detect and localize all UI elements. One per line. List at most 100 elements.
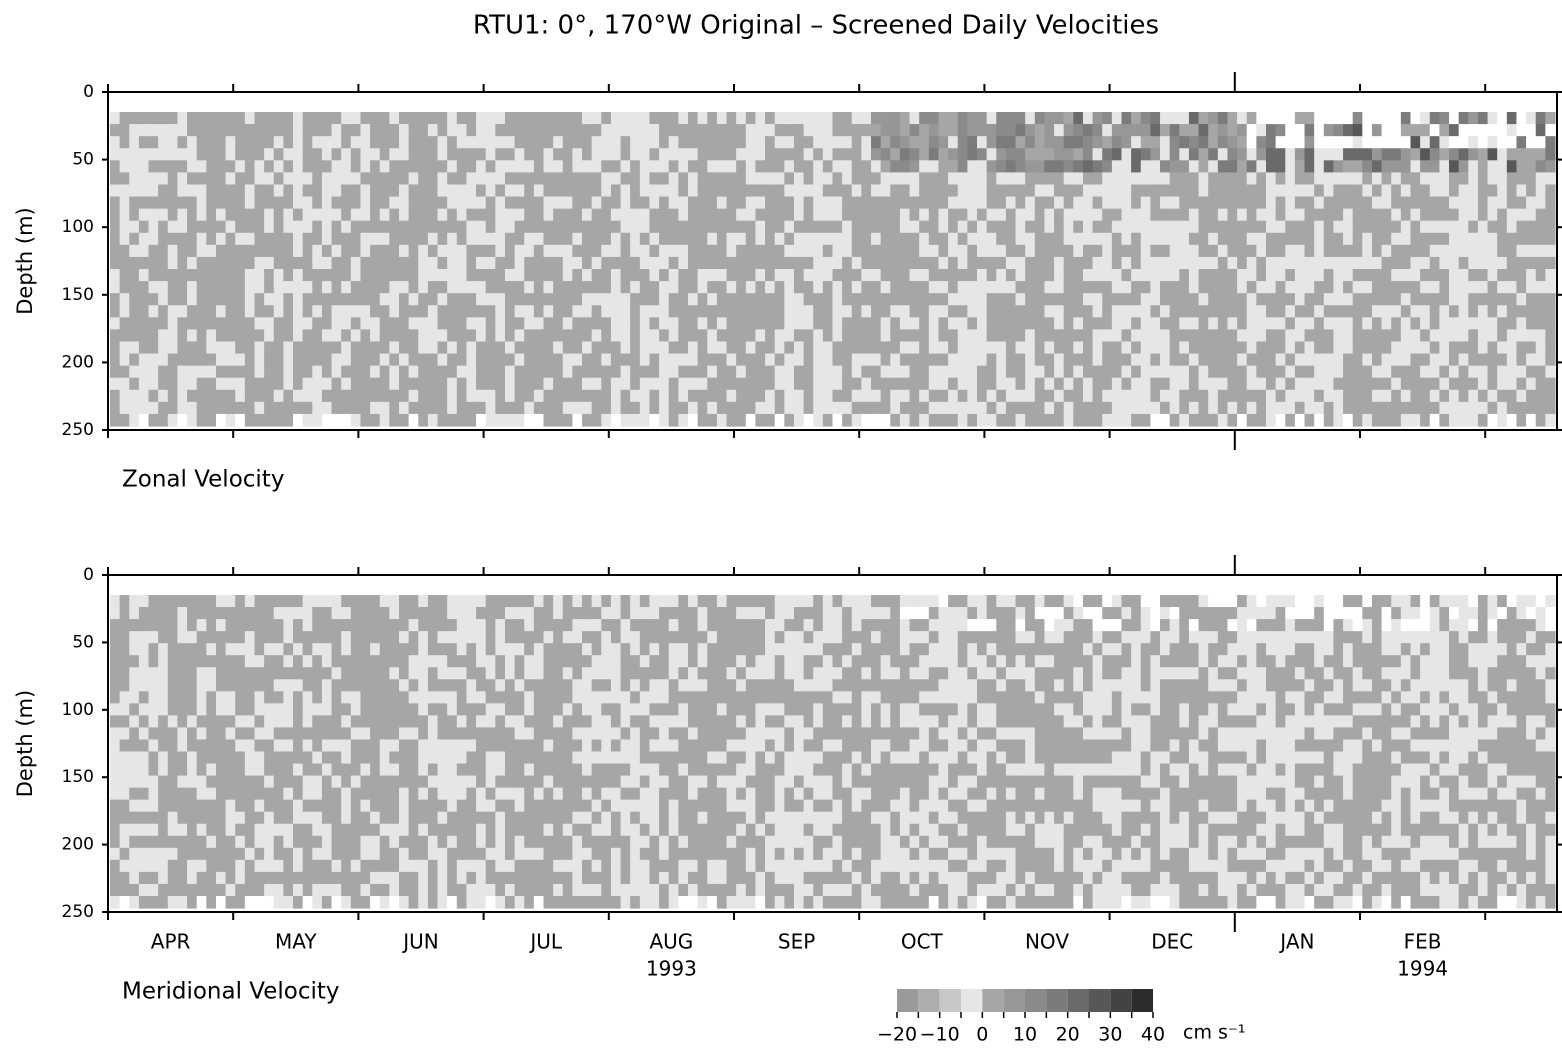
contour-cell: [495, 196, 506, 210]
contour-cell: [1246, 244, 1257, 258]
contour-cell: [620, 401, 631, 415]
contour-cell: [408, 148, 419, 161]
contour-cell: [1092, 148, 1103, 161]
contour-cell: [1468, 160, 1479, 173]
contour-cell: [1497, 377, 1508, 391]
contour-cell: [543, 353, 554, 367]
contour-cell: [1044, 208, 1055, 222]
contour-cell: [697, 184, 708, 198]
contour-cell: [1285, 136, 1296, 149]
contour-cell: [610, 232, 622, 246]
contour-cell: [1381, 401, 1392, 415]
contour-cell: [591, 317, 602, 330]
contour-cell: [312, 847, 323, 861]
contour-cell: [630, 136, 641, 149]
contour-cell: [707, 124, 718, 137]
contour-cell: [408, 172, 419, 186]
contour-cell: [206, 763, 217, 777]
contour-cell: [254, 208, 265, 222]
contour-cell: [986, 281, 997, 294]
contour-cell: [1005, 196, 1017, 210]
contour-cell: [1487, 196, 1498, 210]
contour-cell: [649, 184, 660, 198]
contour-cell: [1468, 172, 1479, 186]
contour-cell: [928, 172, 940, 186]
contour-cell: [678, 136, 689, 149]
contour-cell: [1400, 305, 1412, 318]
contour-cell: [620, 256, 631, 270]
contour-cell: [1266, 232, 1277, 246]
contour-cell: [832, 160, 843, 173]
contour-cell: [350, 377, 362, 391]
contour-cell: [360, 365, 371, 379]
contour-cell: [187, 365, 198, 379]
contour-cell: [948, 293, 959, 306]
contour-cell: [158, 655, 169, 668]
contour-cell: [1468, 281, 1479, 294]
contour-cell: [119, 124, 130, 137]
contour-cell: [447, 703, 458, 716]
contour-cell: [331, 859, 342, 873]
contour-cell: [793, 160, 805, 173]
contour-cell: [399, 305, 410, 318]
contour-cell: [119, 775, 130, 789]
contour-cell: [1526, 148, 1537, 161]
contour-cell: [225, 835, 236, 849]
contour-cell: [1188, 124, 1200, 137]
contour-cell: [1102, 413, 1113, 427]
contour-cell: [466, 643, 477, 656]
contour-cell: [273, 220, 284, 234]
contour-cell: [138, 172, 150, 186]
contour-cell: [1477, 256, 1489, 270]
contour-cell: [1063, 124, 1074, 137]
contour-cell: [842, 220, 853, 234]
contour-cell: [360, 196, 371, 210]
contour-cell: [331, 883, 342, 897]
contour-cell: [1420, 136, 1431, 149]
contour-cell: [350, 799, 362, 813]
contour-cell: [408, 787, 419, 801]
contour-cell: [996, 232, 1007, 246]
contour-cell: [167, 329, 179, 343]
contour-cell: [1323, 389, 1335, 403]
contour-cell: [813, 293, 824, 306]
contour-cell: [360, 835, 371, 849]
contour-cell: [582, 413, 593, 427]
contour-cell: [187, 823, 198, 837]
contour-cell: [736, 184, 747, 198]
contour-cell: [514, 136, 525, 149]
contour-cell: [177, 835, 188, 849]
contour-cell: [148, 244, 159, 258]
contour-cell: [476, 232, 487, 246]
contour-cell: [399, 763, 410, 777]
contour-cell: [158, 184, 169, 198]
contour-cell: [1005, 389, 1017, 403]
contour-cell: [225, 823, 236, 837]
contour-cell: [1294, 244, 1306, 258]
contour-cell: [572, 148, 583, 161]
contour-cell: [803, 148, 814, 161]
contour-cell: [1400, 293, 1412, 306]
contour-cell: [1160, 244, 1171, 258]
contour-cell: [129, 136, 140, 149]
contour-cell: [1025, 172, 1036, 186]
contour-cell: [1217, 281, 1229, 294]
contour-cell: [601, 341, 612, 355]
contour-cell: [948, 196, 959, 210]
contour-cell: [678, 341, 689, 355]
contour-cell: [1477, 401, 1489, 415]
contour-cell: [1400, 244, 1412, 258]
contour-cell: [1208, 148, 1219, 161]
contour-cell: [167, 136, 179, 149]
contour-cell: [447, 353, 458, 367]
contour-cell: [1034, 148, 1046, 161]
contour-cell: [1150, 413, 1161, 427]
contour-cell: [418, 607, 429, 620]
contour-cell: [437, 787, 448, 801]
contour-cell: [1410, 184, 1421, 198]
contour-cell: [427, 148, 439, 161]
contour-cell: [899, 341, 911, 355]
contour-cell: [447, 269, 458, 282]
contour-cell: [437, 160, 448, 173]
contour-cell: [138, 389, 150, 403]
